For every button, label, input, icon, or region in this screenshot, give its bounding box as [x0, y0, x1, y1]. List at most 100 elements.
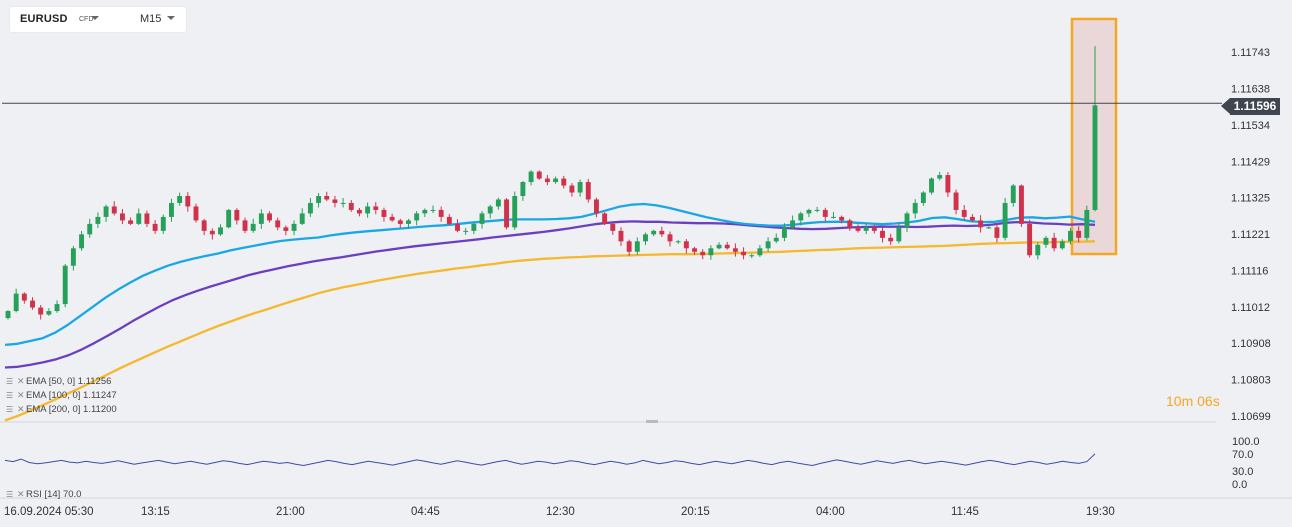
symbol-name[interactable]: EURUSD: [20, 13, 68, 25]
candle-body: [749, 255, 755, 257]
candle: [904, 211, 910, 233]
candle: [831, 211, 836, 219]
symbol-type: CFD: [79, 16, 94, 23]
time-axis[interactable]: 16.09.2024 05:30 13:15 21:00 04:45 12:30 20:1…: [4, 506, 1115, 518]
candle: [520, 180, 526, 201]
candle: [1035, 242, 1041, 260]
candle-body: [79, 234, 85, 249]
price-tick-label: 1.10699: [1231, 411, 1271, 423]
candle: [299, 208, 305, 226]
candle: [397, 218, 403, 228]
symbol-selector-bar[interactable]: EURUSD CFD M15: [10, 7, 186, 32]
panel-resize-handle: [646, 420, 658, 423]
candle: [21, 292, 27, 304]
settings-icon[interactable]: ☰: [6, 490, 14, 499]
candle: [806, 208, 812, 218]
candle: [822, 207, 828, 222]
candle-body: [798, 213, 804, 221]
candle: [634, 237, 640, 255]
candle-body: [54, 304, 60, 312]
candle-body: [593, 199, 599, 214]
candle-body: [250, 223, 256, 231]
candle-body: [1092, 105, 1098, 210]
close-icon[interactable]: ✕: [17, 376, 25, 386]
settings-icon[interactable]: ☰: [6, 391, 14, 400]
candle: [119, 208, 125, 225]
candle: [536, 170, 542, 180]
candle: [920, 191, 926, 206]
candle: [757, 245, 763, 257]
candle: [618, 227, 624, 246]
legend-ema200[interactable]: ☰ ✕EMA [200, 0] 1.11200: [6, 404, 117, 415]
price-tick-label: 1.11221: [1231, 229, 1270, 241]
price-axis[interactable]: 1.11743 1.11638 1.11534 1.11429 1.11325 1.112…: [1231, 47, 1271, 423]
candle-body: [569, 185, 575, 193]
countdown-seconds: 06: [1197, 393, 1213, 409]
legend-ema100[interactable]: ☰ ✕EMA [100, 0] 1.11247: [6, 390, 117, 401]
candle-body: [291, 223, 297, 231]
time-tick-label: 12:30: [546, 506, 575, 518]
candle-body: [953, 192, 959, 210]
candle: [553, 176, 559, 184]
close-icon[interactable]: ✕: [17, 489, 25, 499]
candle-body: [299, 213, 305, 224]
close-icon[interactable]: ✕: [17, 404, 25, 414]
candle-body: [765, 241, 771, 249]
candle-body: [397, 220, 403, 224]
candle-body: [258, 213, 264, 224]
candle-body: [479, 213, 485, 224]
candle-body: [969, 216, 975, 221]
price-tick-label: 1.10908: [1231, 338, 1271, 350]
candle-body: [21, 293, 27, 301]
candle: [38, 304, 44, 320]
candle: [463, 227, 469, 235]
candle: [495, 197, 501, 210]
candle-body: [1084, 209, 1090, 238]
candle: [177, 192, 183, 206]
candle-body: [675, 241, 681, 243]
candle: [814, 206, 820, 213]
candle: [855, 224, 861, 233]
candle: [961, 205, 967, 221]
candle-body: [1035, 244, 1041, 256]
timeframe-dropdown-icon[interactable]: [167, 16, 175, 20]
countdown-seconds-unit: s: [1212, 393, 1220, 409]
candle-body: [70, 248, 76, 266]
candle: [978, 215, 984, 233]
time-tick-label: 19:30: [1086, 506, 1115, 518]
rsi-line: [4, 453, 1096, 467]
candle-body: [520, 182, 526, 196]
candle: [258, 209, 264, 229]
candle: [324, 191, 330, 202]
close-icon[interactable]: ✕: [17, 390, 25, 400]
rsi-tick-label: 0.0: [1232, 479, 1247, 491]
candle-body: [929, 178, 934, 193]
candle: [953, 189, 959, 215]
candle: [152, 220, 158, 234]
candle: [193, 203, 199, 223]
timeframe-selector[interactable]: M15: [140, 13, 162, 25]
candle-body: [1076, 230, 1082, 238]
candle-body: [332, 199, 338, 203]
candle-body: [626, 241, 632, 252]
candle-body: [324, 195, 330, 200]
candle-body: [422, 209, 428, 214]
candle-body: [528, 171, 534, 183]
candle: [307, 198, 313, 217]
candle: [316, 192, 322, 208]
settings-icon[interactable]: ☰: [6, 405, 14, 414]
candle: [406, 218, 411, 229]
legend-ema50[interactable]: ☰ ✕EMA [50, 0] 1.11256: [6, 376, 111, 387]
candle: [136, 208, 142, 226]
settings-icon[interactable]: ☰: [6, 377, 14, 386]
legend-rsi[interactable]: ☰ ✕RSI [14] 70.0: [6, 489, 81, 500]
symbol-dropdown-icon[interactable]: [91, 16, 99, 20]
candle-body: [659, 230, 665, 235]
candle: [871, 224, 877, 234]
candle: [46, 308, 52, 316]
candle: [267, 211, 272, 223]
candle: [937, 171, 943, 181]
candle-body: [912, 202, 918, 214]
candle-body: [5, 311, 11, 319]
